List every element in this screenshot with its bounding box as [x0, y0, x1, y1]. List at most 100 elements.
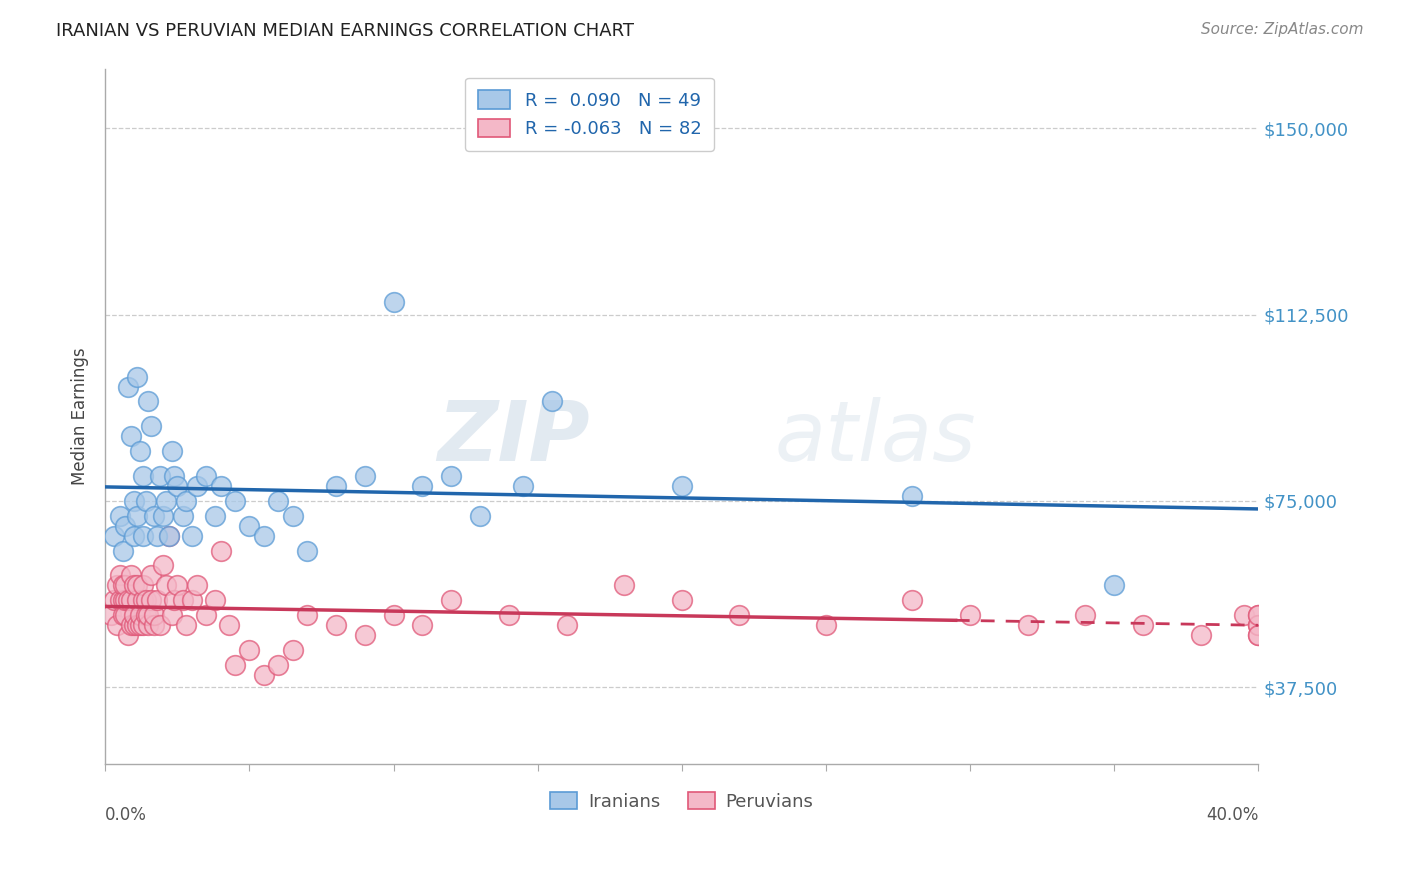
Point [122, 578, 145, 592]
Point [114, 578, 136, 592]
Point [143, 508, 166, 523]
Point [131, 593, 153, 607]
Point [103, 529, 125, 543]
Point [125, 578, 148, 592]
Point [1104, 578, 1126, 592]
Point [253, 668, 276, 682]
Point [138, 618, 160, 632]
Point [1074, 608, 1097, 623]
Point [411, 479, 433, 493]
Point [111, 608, 134, 623]
Point [1233, 608, 1256, 623]
Point [146, 593, 169, 607]
Point [131, 529, 153, 543]
Point [111, 593, 134, 607]
Point [195, 608, 218, 623]
Point [135, 608, 157, 623]
Point [114, 608, 136, 623]
Point [128, 618, 150, 632]
Point [100, 608, 122, 623]
Point [131, 578, 153, 592]
Point [901, 489, 924, 503]
Point [224, 657, 246, 672]
Point [238, 518, 260, 533]
Text: 40.0%: 40.0% [1206, 806, 1258, 824]
Point [138, 608, 160, 623]
Point [295, 608, 318, 623]
Point [125, 369, 148, 384]
Point [125, 593, 148, 607]
Point [180, 593, 202, 607]
Point [108, 593, 131, 607]
Point [1017, 618, 1039, 632]
Legend: Iranians, Peruvians: Iranians, Peruvians [543, 785, 821, 818]
Point [267, 494, 290, 508]
Point [114, 593, 136, 607]
Point [141, 593, 163, 607]
Point [114, 518, 136, 533]
Point [152, 558, 174, 573]
Point [218, 618, 240, 632]
Point [204, 508, 226, 523]
Point [325, 479, 347, 493]
Point [172, 593, 194, 607]
Point [141, 568, 163, 582]
Point [103, 593, 125, 607]
Point [131, 618, 153, 632]
Y-axis label: Median Earnings: Median Earnings [72, 348, 89, 485]
Point [163, 593, 186, 607]
Point [120, 618, 142, 632]
Point [541, 394, 564, 409]
Point [728, 608, 751, 623]
Point [138, 394, 160, 409]
Point [281, 643, 304, 657]
Point [160, 608, 183, 623]
Point [204, 593, 226, 607]
Point [122, 529, 145, 543]
Point [117, 379, 139, 393]
Text: 0.0%: 0.0% [105, 806, 148, 824]
Point [125, 618, 148, 632]
Point [180, 529, 202, 543]
Point [411, 618, 433, 632]
Point [146, 529, 169, 543]
Point [135, 494, 157, 508]
Point [1247, 628, 1270, 642]
Point [440, 469, 463, 483]
Point [122, 608, 145, 623]
Point [959, 608, 981, 623]
Point [186, 479, 208, 493]
Point [111, 543, 134, 558]
Point [325, 618, 347, 632]
Point [166, 578, 188, 592]
Point [253, 529, 276, 543]
Point [122, 494, 145, 508]
Point [163, 469, 186, 483]
Point [224, 494, 246, 508]
Point [149, 469, 172, 483]
Point [141, 419, 163, 434]
Point [1247, 618, 1270, 632]
Point [671, 593, 693, 607]
Point [143, 608, 166, 623]
Point [160, 444, 183, 458]
Point [155, 578, 177, 592]
Point [238, 643, 260, 657]
Point [195, 469, 218, 483]
Point [1247, 608, 1270, 623]
Point [155, 494, 177, 508]
Point [111, 578, 134, 592]
Point [1247, 608, 1270, 623]
Point [128, 444, 150, 458]
Text: IRANIAN VS PERUVIAN MEDIAN EARNINGS CORRELATION CHART: IRANIAN VS PERUVIAN MEDIAN EARNINGS CORR… [56, 22, 634, 40]
Text: ZIP: ZIP [437, 397, 589, 478]
Point [613, 578, 636, 592]
Point [108, 568, 131, 582]
Point [143, 618, 166, 632]
Point [512, 479, 534, 493]
Point [157, 529, 180, 543]
Point [440, 593, 463, 607]
Point [901, 593, 924, 607]
Point [108, 508, 131, 523]
Point [555, 618, 578, 632]
